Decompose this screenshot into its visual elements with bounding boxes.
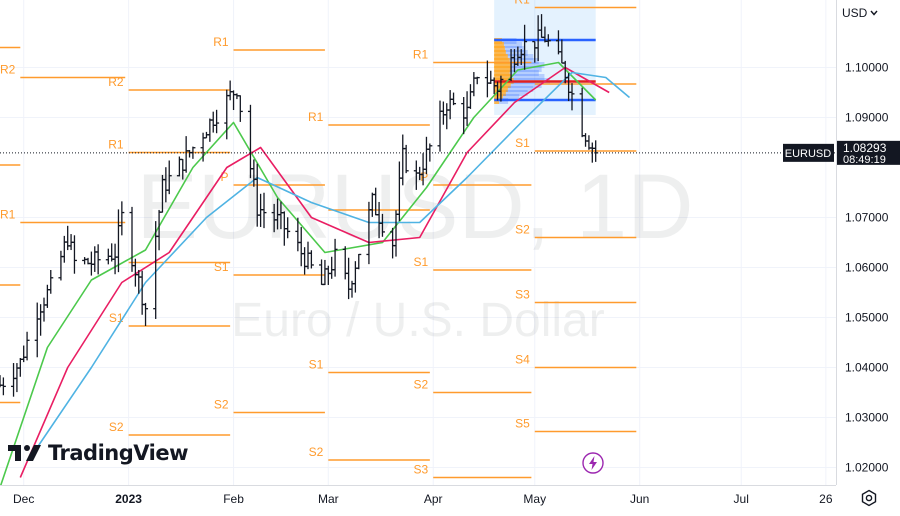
pivot-label: S1	[309, 358, 324, 372]
moving-average-line-1	[0, 61, 597, 485]
pivot-label: S5	[515, 417, 530, 431]
pivot-label: S1	[515, 136, 530, 150]
price-tick-label: 1.09000	[845, 111, 889, 125]
ticker-tag	[783, 143, 834, 162]
vp-bar-value-area	[494, 46, 505, 52]
time-tick-label: Jun	[630, 492, 649, 506]
vp-bar-value-area	[494, 50, 506, 56]
pivot-label: R1	[413, 48, 429, 62]
pivot-label: R1	[514, 0, 530, 7]
time-tick-label: Apr	[424, 492, 443, 506]
pivot-label: P	[420, 170, 428, 184]
chart-pane[interactable]: EURUSD, 1D Euro / U.S. Dollar R2R1R2R1S1…	[0, 0, 836, 485]
pivot-label: R1	[0, 208, 16, 222]
vp-bar-value-area	[494, 90, 506, 96]
price-scale[interactable]: 1.10000 1.09000 1.07000 1.06000 1.05000 1.040…	[836, 0, 900, 485]
chevron-down-icon	[870, 10, 878, 16]
watermark-symbol: EURUSD, 1D	[136, 156, 693, 258]
vp-bar	[511, 74, 545, 80]
chart-settings-button[interactable]	[860, 489, 878, 512]
pivot-label: S2	[109, 420, 124, 434]
pivot-label: S3	[515, 288, 530, 302]
price-tick-label: 1.05000	[845, 311, 889, 325]
vp-bar-value-area	[494, 42, 504, 48]
pivot-label: S4	[515, 353, 530, 367]
time-tick-label: Dec	[13, 492, 34, 506]
tradingview-logo[interactable]: TradingView	[8, 441, 188, 465]
pivot-points: R2 R1 R2 R1 S1 S2 R1 P S1 S2 R1 S1 S2 R1 P S1 S2 S3 R1 S1 S2…	[0, 0, 637, 479]
pivot-label: S1	[214, 260, 229, 274]
pivot-label: S2	[309, 445, 324, 459]
vp-bar-value-area	[494, 66, 511, 72]
vp-bar	[510, 82, 542, 88]
vp-bar-value-area	[494, 94, 503, 100]
vp-bar	[502, 94, 520, 100]
pivot-label: S2	[414, 378, 429, 392]
vp-bar-value-area	[494, 70, 510, 76]
tradingview-logo-icon	[8, 445, 41, 461]
price-tick-label: 1.10000	[845, 61, 889, 75]
pivot-label: R1	[308, 110, 324, 124]
price-tick-label: 1.02000	[845, 461, 889, 475]
time-tick-label: May	[523, 492, 546, 506]
price-tick-label: 1.07000	[845, 211, 889, 225]
vp-bar-value-area	[494, 82, 511, 88]
price-tick-label: 1.03000	[845, 411, 889, 425]
time-tick-label: 26	[819, 492, 833, 506]
currency-selector[interactable]: USD	[842, 6, 878, 20]
last-price-value: 1.08293	[843, 141, 887, 155]
vp-bar-value-area	[494, 54, 508, 60]
time-tick-label: 2023	[115, 492, 142, 506]
pivot-label: S2	[515, 223, 530, 237]
bar-countdown: 08:49:19	[843, 154, 886, 166]
pivot-label: P	[221, 170, 229, 184]
vp-bar	[503, 42, 523, 48]
pivot-label: S1	[109, 311, 124, 325]
vp-bar-value-area	[494, 74, 512, 80]
brand-name: TradingView	[48, 441, 188, 465]
pivot-label: S1	[414, 255, 429, 269]
volume-profile[interactable]	[494, 0, 596, 115]
pivot-label: S2	[214, 398, 229, 412]
vp-bar-value-area	[494, 62, 512, 68]
time-tick-label: Feb	[223, 492, 244, 506]
currency-label: USD	[842, 6, 868, 20]
moving-average-line-2	[19, 66, 610, 478]
pivot-label: R2	[108, 75, 124, 89]
vp-bar	[507, 86, 534, 92]
pivot-label: R2	[0, 63, 16, 77]
vp-bar	[511, 62, 545, 68]
ticker-label: EURUSD	[785, 148, 832, 160]
gear-icon	[861, 489, 877, 507]
vp-bar	[504, 46, 525, 52]
grid	[0, 0, 836, 485]
vp-bar	[509, 70, 539, 76]
price-bars	[0, 14, 599, 397]
price-tick-label: 1.06000	[845, 261, 889, 275]
lightning-icon	[582, 452, 604, 474]
pivot-label: S3	[414, 463, 429, 477]
pivot-label: R1	[213, 35, 229, 49]
flash-button[interactable]	[582, 452, 604, 479]
price-tick-label: 1.04000	[845, 361, 889, 375]
vp-bar-value-area	[494, 58, 510, 64]
pivot-label: R1	[108, 138, 124, 152]
time-scale[interactable]: Dec 2023 Feb Mar Apr May Jun Jul 26	[0, 485, 836, 511]
time-tick-label: Mar	[318, 492, 339, 506]
last-price-tag	[837, 140, 900, 165]
vp-bar	[505, 50, 528, 56]
vp-bar	[505, 90, 528, 96]
time-tick-label: Jul	[734, 492, 749, 506]
